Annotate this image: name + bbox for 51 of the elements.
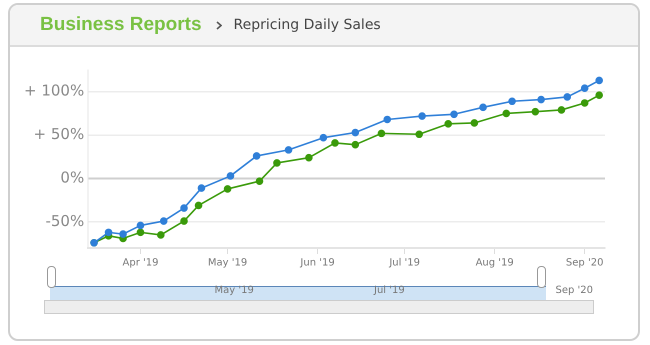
point — [160, 217, 168, 225]
point — [558, 106, 566, 114]
x-tick-label: Apr '19 — [122, 258, 158, 269]
chart-title: Business Reports — [40, 14, 202, 36]
x-tick-label: Sep '20 — [566, 258, 604, 269]
point — [104, 228, 112, 236]
point — [273, 159, 281, 167]
point — [378, 130, 386, 138]
chart-subtitle: Repricing Daily Sales — [234, 17, 381, 33]
point — [320, 134, 328, 142]
point — [256, 177, 264, 185]
point — [157, 231, 165, 239]
point — [194, 202, 202, 210]
point — [383, 116, 392, 124]
point — [180, 217, 188, 225]
x-tick-label: May '19 — [208, 258, 248, 269]
point — [563, 93, 572, 101]
y-tick-label: -50% — [45, 212, 84, 230]
point — [580, 99, 588, 107]
point — [450, 110, 458, 118]
point — [284, 146, 292, 154]
point — [119, 230, 127, 238]
point — [444, 120, 452, 128]
point — [415, 130, 423, 138]
y-tick-label: 0% — [60, 168, 84, 186]
x-tick-label: Jul '19 — [388, 258, 420, 269]
point — [198, 184, 206, 192]
point — [479, 104, 487, 112]
point — [224, 185, 232, 193]
point — [352, 140, 360, 148]
point — [352, 128, 360, 136]
point — [180, 204, 188, 212]
point — [537, 96, 545, 104]
point — [595, 76, 603, 84]
point — [136, 228, 144, 236]
point — [226, 172, 234, 180]
point — [580, 84, 588, 92]
x-tick-label: Jun '19 — [299, 258, 335, 269]
point — [331, 139, 339, 147]
point — [252, 152, 260, 160]
x-tick-label: Aug '19 — [476, 258, 514, 269]
point — [136, 222, 144, 230]
y-tick-label: + 50% — [34, 125, 84, 144]
point — [305, 154, 313, 162]
point — [470, 119, 478, 127]
point — [508, 97, 516, 106]
point — [418, 112, 426, 120]
point — [532, 108, 540, 116]
point — [595, 91, 603, 99]
y-tick-label: + 100% — [24, 82, 84, 100]
point — [502, 110, 510, 118]
